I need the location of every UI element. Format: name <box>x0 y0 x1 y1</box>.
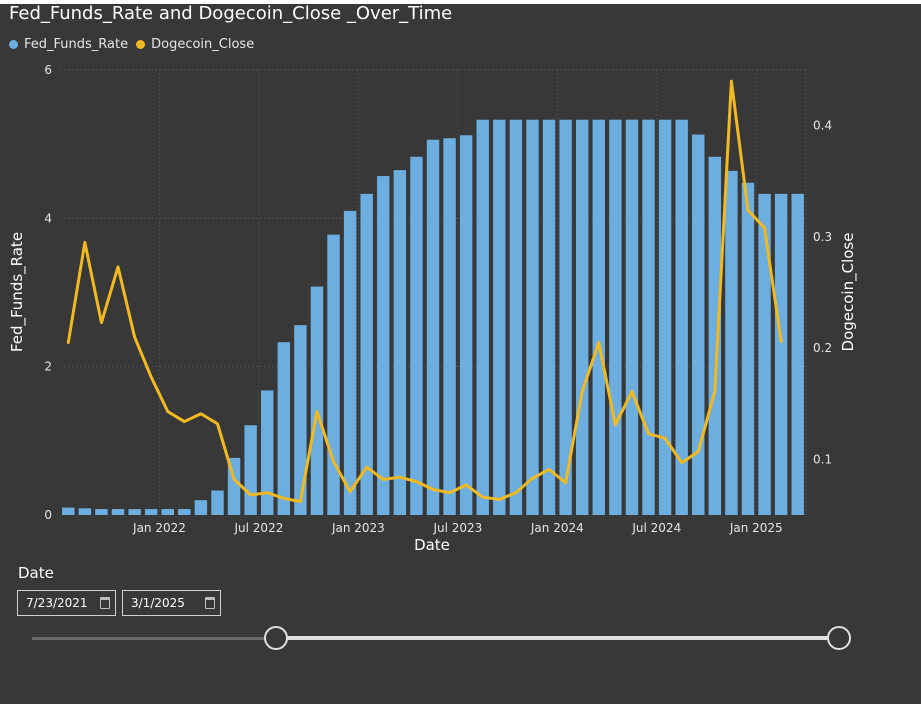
date-range-end-handle[interactable] <box>827 626 851 650</box>
date-slicer-title: Date <box>18 564 54 582</box>
combo-chart: 0 2 4 6 0.1 0.2 0.3 0.4 Jan 2022 Jul 2022 Jan 2023… <box>8 63 858 554</box>
fed-funds-rate-bar <box>62 507 75 515</box>
fed-funds-rate-bar <box>310 286 324 515</box>
fed-funds-rate-bar <box>592 119 605 516</box>
fed-funds-rate-bar <box>675 119 688 516</box>
fed-funds-rate-bar <box>708 156 722 515</box>
date-range-slider-track[interactable] <box>32 637 276 640</box>
fed-funds-rate-bar <box>774 193 788 515</box>
fed-funds-rate-bar <box>625 119 639 516</box>
fed-funds-rate-bar <box>178 509 191 515</box>
x-axis-title: Date <box>414 536 450 554</box>
fed-funds-rate-bar <box>642 119 655 516</box>
fed-funds-rate-bar <box>393 170 407 515</box>
calendar-icon[interactable] <box>205 597 215 609</box>
fed-funds-rate-bar <box>459 135 473 515</box>
top-border <box>0 0 921 4</box>
left-axis-tick-label: 2 <box>44 360 52 374</box>
right-axis-tick-label: 0.1 <box>813 452 832 466</box>
fed-funds-rate-bars <box>62 119 804 516</box>
x-axis-tick-label: Jan 2024 <box>530 521 584 535</box>
fed-funds-rate-bar <box>559 119 572 516</box>
fed-funds-rate-bar <box>443 138 456 515</box>
fed-funds-rate-bar <box>791 193 804 515</box>
legend-item-fed-funds-rate[interactable]: Fed_Funds_Rate <box>9 37 128 52</box>
fed-funds-rate-bar <box>526 119 539 516</box>
legend-marker-fed-funds-rate <box>9 40 18 49</box>
fed-funds-rate-bar <box>725 170 738 515</box>
fed-funds-rate-bar <box>758 193 771 515</box>
x-axis-tick-label: Jan 2022 <box>132 521 186 535</box>
right-axis-tick-label: 0.2 <box>813 341 832 355</box>
chart-title: Fed_Funds_Rate and Dogecoin_Close _Over_… <box>9 3 453 24</box>
right-axis-tick-label: 0.4 <box>813 119 832 133</box>
fed-funds-rate-bar <box>493 119 506 516</box>
start-date-value: 7/23/2021 <box>26 596 88 610</box>
legend-marker-dogecoin-close <box>136 40 146 49</box>
fed-funds-rate-bar <box>78 508 92 515</box>
fed-funds-rate-bar <box>194 500 208 515</box>
fed-funds-rate-bar <box>95 509 108 515</box>
fed-funds-rate-bar <box>410 156 423 515</box>
fed-funds-rate-bar <box>542 119 556 516</box>
fed-funds-rate-bar <box>609 119 622 516</box>
fed-funds-rate-bar <box>692 134 705 515</box>
x-axis-tick-label: Jan 2023 <box>331 521 385 535</box>
fed-funds-rate-bar <box>261 390 274 515</box>
right-axis-title: Dogecoin_Close <box>839 233 858 352</box>
dogecoin-close-line-layer <box>66 79 783 504</box>
fed-funds-rate-bar <box>294 325 307 515</box>
start-date-field[interactable]: 7/23/2021 <box>17 590 116 616</box>
fed-funds-rate-bar <box>211 490 224 515</box>
date-range-start-handle[interactable] <box>264 626 288 650</box>
x-axis-tick-label: Jul 2023 <box>432 521 482 535</box>
fed-funds-rate-bar <box>277 342 291 515</box>
fed-funds-rate-bar <box>128 509 141 515</box>
legend-item-dogecoin-close[interactable]: Dogecoin_Close <box>136 37 254 52</box>
x-axis-tick-label: Jan 2025 <box>729 521 783 535</box>
end-date-field[interactable]: 3/1/2025 <box>122 590 221 616</box>
legend-label-fed-funds-rate: Fed_Funds_Rate <box>24 37 129 52</box>
legend-label-dogecoin-close: Dogecoin_Close <box>151 37 255 52</box>
x-axis-tick-label: Jul 2022 <box>234 521 284 535</box>
right-axis-tick-label: 0.3 <box>813 230 832 244</box>
left-axis-tick-label: 4 <box>44 211 52 225</box>
axes: 0 2 4 6 0.1 0.2 0.3 0.4 Jan 2022 Jul 2022 Jan 2023… <box>8 63 858 554</box>
fed-funds-rate-bar <box>343 210 357 515</box>
legend: Fed_Funds_Rate Dogecoin_Close <box>9 37 262 52</box>
x-axis-tick-label: Jul 2024 <box>631 521 681 535</box>
left-axis-tick-label: 6 <box>44 63 52 77</box>
fed-funds-rate-bar <box>360 193 373 515</box>
fed-funds-rate-bar <box>144 509 158 515</box>
date-range-slider-selected-range[interactable] <box>276 636 839 640</box>
left-axis-title: Fed_Funds_Rate <box>8 232 27 352</box>
left-axis-tick-label: 0 <box>44 508 52 522</box>
dogecoin-close-line <box>66 79 783 504</box>
end-date-value: 3/1/2025 <box>131 596 185 610</box>
fed-funds-rate-bar <box>377 176 390 515</box>
calendar-icon[interactable] <box>100 597 110 609</box>
fed-funds-rate-bar <box>244 425 257 515</box>
fed-funds-rate-bar <box>327 234 340 515</box>
fed-funds-rate-bar <box>476 119 489 516</box>
fed-funds-rate-bar <box>575 119 589 516</box>
fed-funds-rate-bar <box>741 182 755 515</box>
fed-funds-rate-bar <box>111 509 125 515</box>
fed-funds-rate-bar <box>658 119 672 516</box>
fed-funds-rate-bar <box>161 509 174 515</box>
fed-funds-rate-bar <box>509 119 523 516</box>
fed-funds-rate-bar <box>426 139 440 515</box>
